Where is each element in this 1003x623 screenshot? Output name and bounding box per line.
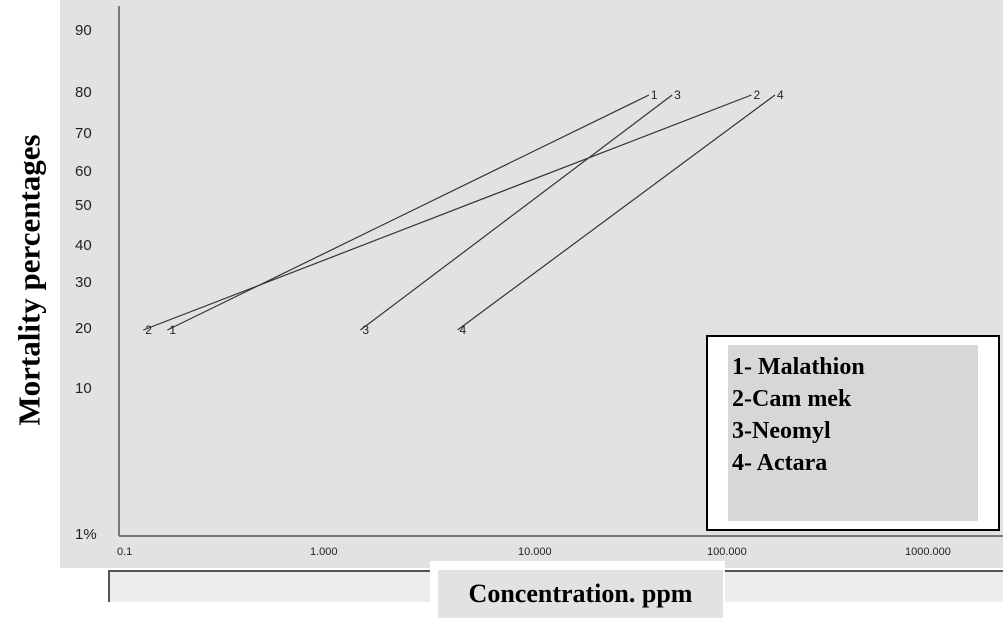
y-tick-label: 10 [75,380,92,397]
y-tick-label: 20 [75,320,92,337]
series-marker-4: 4 [777,88,784,102]
series-line-2 [143,94,752,331]
series-marker-3: 3 [674,88,681,102]
series-line-3 [360,94,673,331]
legend-inner: 1- Malathion 2-Cam mek 3-Neomyl 4- Actar… [728,345,978,521]
series-marker-2: 2 [753,88,760,102]
legend: 1- Malathion 2-Cam mek 3-Neomyl 4- Actar… [706,335,1000,531]
legend-item: 2-Cam mek [732,386,852,412]
y-tick-label: 60 [75,163,92,180]
x-tick-label: 10.000 [518,546,552,558]
y-tick-label: 30 [75,274,92,291]
y-tick-label: 70 [75,125,92,142]
series-marker-4: 4 [460,323,467,337]
series-marker-1: 1 [169,323,176,337]
y-tick-label: 80 [75,84,92,101]
series-layer: 1 1 2 2 3 3 4 4 [143,88,784,337]
x-axis-title: Concentration. ppm [438,570,723,618]
series-marker-2: 2 [145,323,152,337]
legend-item: 4- Actara [732,450,828,476]
series-marker-3: 3 [362,323,369,337]
y-tick-label: 40 [75,237,92,254]
x-tick-label: 100.000 [707,546,747,558]
legend-item: 3-Neomyl [732,418,831,444]
series-line-1 [167,94,650,331]
series-line-4 [457,94,776,331]
legend-item: 1- Malathion [732,354,865,380]
y-tick-label: 50 [75,197,92,214]
series-marker-1: 1 [651,88,658,102]
x-tick-label: 1000.000 [905,546,951,558]
y-tick-label: 90 [75,22,92,39]
x-tick-label: 0.1 [117,546,133,558]
x-tick-label: 1.000 [310,546,338,558]
y-tick-label: 1% [75,526,97,543]
